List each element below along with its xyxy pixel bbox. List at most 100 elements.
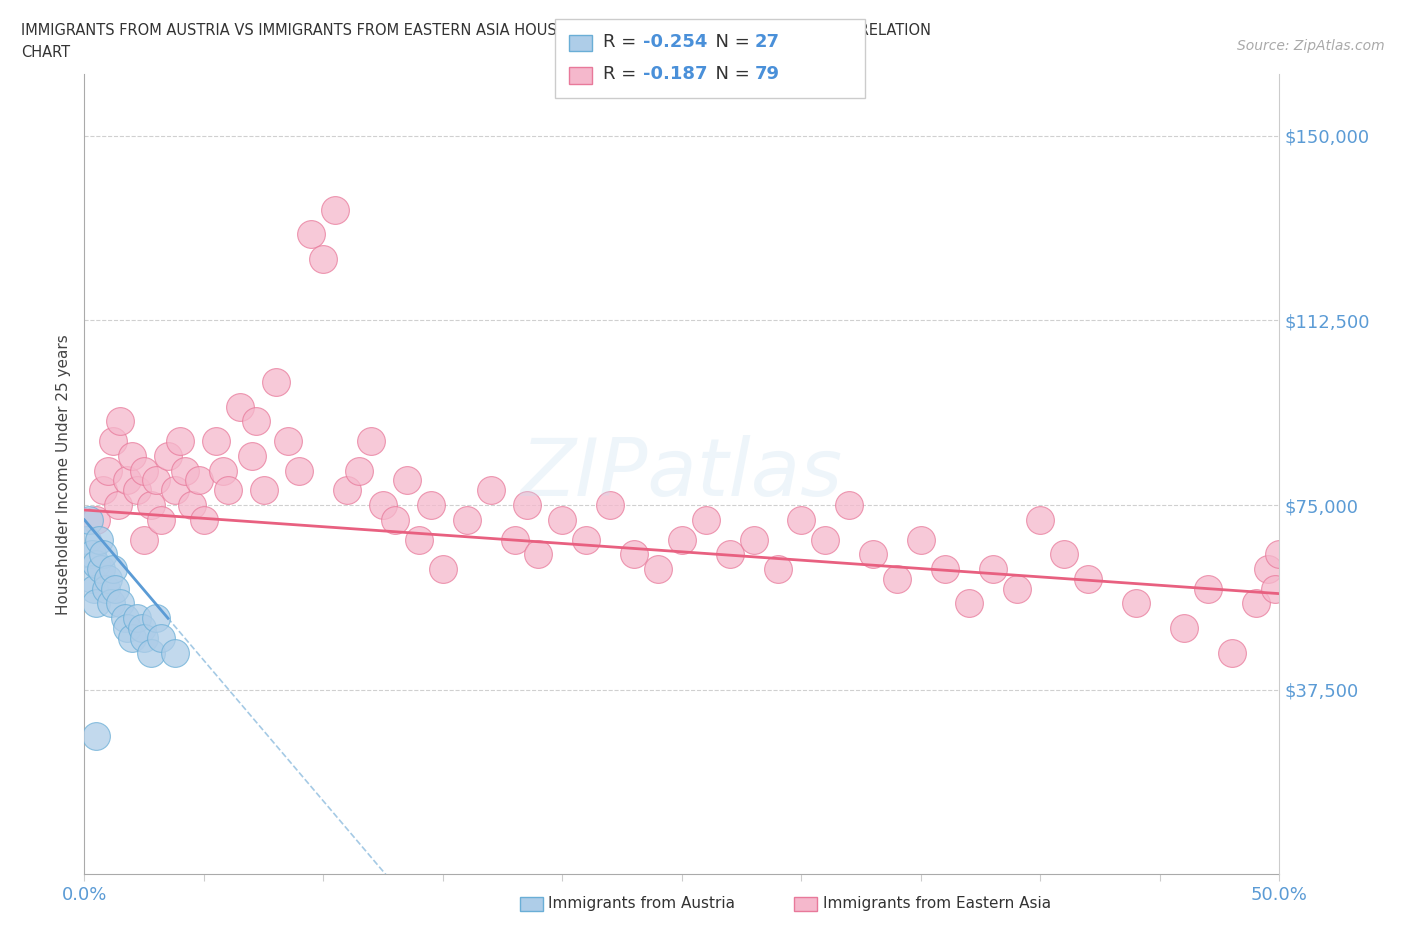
Point — [456, 512, 478, 527]
Text: N =: N = — [704, 33, 756, 51]
Point — [77, 512, 100, 527]
Point — [886, 571, 908, 586]
Point — [814, 532, 837, 547]
Point — [1264, 581, 1286, 596]
Point — [336, 483, 359, 498]
Point — [169, 433, 191, 448]
Point — [420, 498, 443, 512]
Point — [76, 532, 98, 547]
Point — [718, 547, 741, 562]
Point — [104, 581, 127, 596]
Text: IMMIGRANTS FROM AUSTRIA VS IMMIGRANTS FROM EASTERN ASIA HOUSEHOLDER INCOME UNDER: IMMIGRANTS FROM AUSTRIA VS IMMIGRANTS FR… — [21, 23, 931, 38]
Point — [181, 498, 204, 512]
Point — [264, 375, 287, 390]
Point — [132, 532, 156, 547]
Point — [97, 463, 120, 478]
Point — [114, 611, 136, 626]
Point — [671, 532, 693, 547]
Y-axis label: Householder Income Under 25 years: Householder Income Under 25 years — [56, 334, 72, 615]
Point — [1268, 547, 1291, 562]
Point — [205, 433, 228, 448]
Point — [110, 414, 132, 429]
Point — [981, 562, 1004, 577]
Point — [100, 596, 122, 611]
Point — [193, 512, 215, 527]
Point — [149, 631, 172, 645]
Point — [141, 645, 163, 660]
Point — [132, 631, 156, 645]
Point — [86, 729, 108, 744]
Point — [551, 512, 574, 527]
Point — [862, 547, 884, 562]
Point — [253, 483, 276, 498]
Point — [647, 562, 669, 577]
Point — [479, 483, 502, 498]
Point — [80, 547, 103, 562]
Point — [623, 547, 645, 562]
Point — [97, 571, 120, 586]
Point — [527, 547, 550, 562]
Point — [141, 498, 163, 512]
Point — [599, 498, 621, 512]
Text: 27: 27 — [755, 33, 780, 51]
Text: Immigrants from Austria: Immigrants from Austria — [548, 897, 735, 911]
Point — [188, 473, 211, 488]
Point — [1173, 620, 1195, 635]
Point — [217, 483, 239, 498]
Point — [83, 581, 105, 596]
Point — [117, 620, 139, 635]
Point — [384, 512, 406, 527]
Point — [245, 414, 267, 429]
Point — [432, 562, 454, 577]
Point — [1077, 571, 1099, 586]
Point — [312, 251, 335, 266]
Point — [93, 483, 115, 498]
Point — [325, 203, 347, 218]
Point — [132, 463, 156, 478]
Point — [131, 620, 153, 635]
Point — [125, 611, 148, 626]
Point — [107, 498, 129, 512]
Point — [1029, 512, 1052, 527]
Point — [408, 532, 430, 547]
Point — [1053, 547, 1076, 562]
Point — [93, 547, 115, 562]
Text: Source: ZipAtlas.com: Source: ZipAtlas.com — [1237, 39, 1385, 53]
Text: Immigrants from Eastern Asia: Immigrants from Eastern Asia — [823, 897, 1050, 911]
Point — [838, 498, 860, 512]
Point — [94, 581, 117, 596]
Point — [145, 611, 167, 626]
Point — [229, 399, 252, 414]
Point — [121, 448, 143, 463]
Point — [1197, 581, 1219, 596]
Text: -0.187: -0.187 — [643, 65, 707, 84]
Text: R =: R = — [603, 33, 643, 51]
Point — [373, 498, 395, 512]
Point — [101, 562, 124, 577]
Point — [360, 433, 382, 448]
Point — [349, 463, 371, 478]
Point — [396, 473, 419, 488]
Point — [86, 596, 108, 611]
Point — [1005, 581, 1028, 596]
Point — [125, 483, 148, 498]
Point — [80, 571, 103, 586]
Point — [110, 596, 132, 611]
Point — [101, 433, 124, 448]
Point — [957, 596, 980, 611]
Point — [503, 532, 526, 547]
Point — [1125, 596, 1147, 611]
Point — [934, 562, 956, 577]
Text: N =: N = — [704, 65, 756, 84]
Point — [301, 227, 323, 242]
Text: ZIPatlas: ZIPatlas — [520, 435, 844, 513]
Point — [145, 473, 167, 488]
Point — [516, 498, 538, 512]
Point — [1220, 645, 1243, 660]
Point — [766, 562, 789, 577]
Point — [742, 532, 765, 547]
Point — [117, 473, 139, 488]
Point — [240, 448, 263, 463]
Text: CHART: CHART — [21, 45, 70, 60]
Text: -0.254: -0.254 — [643, 33, 707, 51]
